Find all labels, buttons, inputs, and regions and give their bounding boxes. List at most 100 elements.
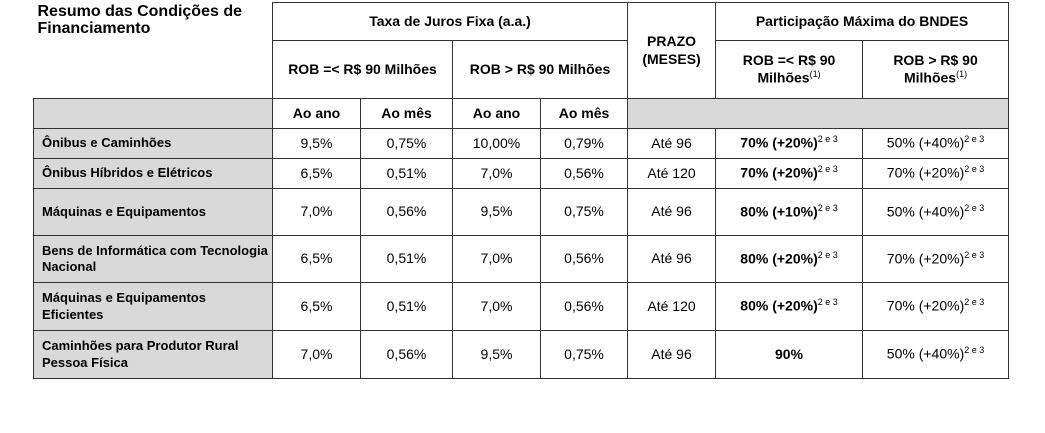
subheader-row: Ao ano Ao mês Ao ano Ao mês <box>33 98 1010 129</box>
group-header: ROB =< R$ 90 Milhões <box>272 40 453 99</box>
header-taxa: Taxa de Juros Fixa (a.a.) <box>271 2 629 41</box>
participation-value: 70% (+20%) <box>740 135 818 152</box>
participation-note: 2 e 3 <box>964 345 985 356</box>
row-label: Ônibus Híbridos e Elétricos <box>33 158 273 189</box>
group-header: ROB =< R$ 90 Milhões(1) <box>715 40 864 99</box>
prazo-cell: Até 96 <box>627 235 717 283</box>
subcol-header: Ao mês <box>360 98 453 129</box>
rate-cell: 7,0% <box>452 158 541 189</box>
rate-cell: 7,0% <box>452 235 541 283</box>
participation-cell: 50% (+40%)2 e 3 <box>862 188 1010 236</box>
participation-cell: 70% (+20%)2 e 3 <box>715 128 864 159</box>
table-body: Resumo das Condições de Financiamento Ta… <box>33 2 1010 379</box>
participation-cell: 70% (+20%)2 e 3 <box>862 282 1010 331</box>
rate-cell: 6,5% <box>272 235 361 283</box>
row-label: Bens de Informática com Tecnologia Nacio… <box>33 235 273 283</box>
subcol-header: Ao ano <box>452 98 541 129</box>
participation-note: 2 e 3 <box>817 134 838 145</box>
rate-cell: 0,75% <box>539 330 629 379</box>
rate-cell: 0,75% <box>360 128 453 159</box>
participation-value: 50% (+40%) <box>886 346 965 363</box>
rate-cell: 9,5% <box>272 128 361 159</box>
participation-cell: 70% (+20%)2 e 3 <box>862 235 1010 283</box>
data-row: Ônibus e Caminhões 9,5% 0,75% 10,00% 0,79% At… <box>33 128 1010 159</box>
group-label: ROB =< R$ 90 Milhões <box>742 51 836 86</box>
participation-note: 2 e 3 <box>964 297 985 308</box>
participation-note: 2 e 3 <box>964 202 985 213</box>
participation-value: 70% (+20%) <box>886 298 965 315</box>
group-header: ROB > R$ 90 Milhões(1) <box>862 40 1010 99</box>
rate-cell: 0,56% <box>360 188 453 236</box>
row-label: Máquinas e Equipamentos Eficientes <box>33 282 273 331</box>
rate-cell: 0,56% <box>360 330 453 379</box>
participation-value: 70% (+20%) <box>886 165 965 182</box>
participation-note: 2 e 3 <box>817 164 838 175</box>
participation-value: 90% <box>775 345 804 362</box>
prazo-cell: Até 96 <box>627 330 717 379</box>
data-row: Máquinas e Equipamentos Eficientes 6,5% 0,… <box>33 282 1010 331</box>
row-label: Máquinas e Equipamentos <box>33 188 273 236</box>
rate-cell: 0,51% <box>360 235 453 283</box>
participation-value: 80% (+20%) <box>740 298 818 315</box>
participation-value: 70% (+20%) <box>740 165 818 182</box>
data-row: Ônibus Híbridos e Elétricos 6,5% 0,51% 7,0%… <box>33 158 1010 189</box>
participation-value: 70% (+20%) <box>886 250 965 267</box>
participation-note: 2 e 3 <box>817 297 838 308</box>
rate-cell: 7,0% <box>272 188 361 236</box>
participation-note: 2 e 3 <box>964 164 985 175</box>
participation-note: 2 e 3 <box>964 134 985 145</box>
group-header: ROB > R$ 90 Milhões <box>451 40 629 99</box>
participation-note: 2 e 3 <box>817 249 838 260</box>
participation-cell: 50% (+40%)2 e 3 <box>862 330 1010 379</box>
rate-cell: 0,56% <box>539 158 629 189</box>
financing-table: Resumo das Condições de Financiamento Ta… <box>33 2 1010 379</box>
data-row: Caminhões para Produtor Rural Pessoa Fís… <box>33 330 1010 379</box>
participation-cell: 90% <box>715 330 864 379</box>
rate-cell: 6,5% <box>272 282 361 331</box>
group-note: (1) <box>809 69 821 80</box>
rate-cell: 0,51% <box>360 282 453 331</box>
group-note: (1) <box>956 69 968 80</box>
subcol-header: Ao mês <box>539 98 629 129</box>
participation-cell: 70% (+20%)2 e 3 <box>862 158 1010 189</box>
blank-cell <box>627 98 1010 129</box>
prazo-cell: Até 120 <box>627 282 717 331</box>
header-participacao: Participação Máxima do BNDES <box>715 2 1010 41</box>
data-row: Máquinas e Equipamentos 7,0% 0,56% 9,5% 0,75… <box>33 188 1010 236</box>
group-row: ROB =< R$ 90 Milhões ROB > R$ 90 Milhões R… <box>34 40 1010 99</box>
rate-cell: 0,56% <box>539 282 629 331</box>
prazo-cell: Até 120 <box>627 158 717 189</box>
rate-cell: 10,00% <box>452 128 541 159</box>
rate-cell: 9,5% <box>452 188 541 236</box>
rate-cell: 0,79% <box>539 128 629 159</box>
participation-value: 50% (+40%) <box>886 135 965 152</box>
participation-note: 2 e 3 <box>817 202 838 213</box>
participation-cell: 80% (+10%)2 e 3 <box>715 188 864 236</box>
participation-value: 80% (+20%) <box>740 250 818 267</box>
rate-cell: 0,51% <box>360 158 453 189</box>
header-prazo: PRAZO (MESES) <box>627 2 717 99</box>
rate-cell: 9,5% <box>452 330 541 379</box>
table-title: Resumo das Condições de Financiamento <box>33 2 273 99</box>
participation-value: 50% (+40%) <box>886 203 965 220</box>
row-label: Caminhões para Produtor Rural Pessoa Fís… <box>33 330 273 379</box>
rate-cell: 0,75% <box>539 188 629 236</box>
prazo-cell: Até 96 <box>627 188 717 236</box>
data-row: Bens de Informática com Tecnologia Nacio… <box>33 235 1010 283</box>
rate-cell: 7,0% <box>452 282 541 331</box>
participation-cell: 80% (+20%)2 e 3 <box>715 282 864 331</box>
group-label: ROB > R$ 90 Milhões <box>893 51 978 86</box>
group-label: ROB =< R$ 90 Milhões <box>288 60 437 77</box>
rate-cell: 0,56% <box>539 235 629 283</box>
participation-cell: 50% (+40%)2 e 3 <box>862 128 1010 159</box>
group-label: ROB > R$ 90 Milhões <box>469 60 611 77</box>
participation-note: 2 e 3 <box>964 249 985 260</box>
rate-cell: 7,0% <box>272 330 361 379</box>
rate-cell: 6,5% <box>272 158 361 189</box>
participation-cell: 70% (+20%)2 e 3 <box>715 158 864 189</box>
row-label: Ônibus e Caminhões <box>33 128 273 159</box>
blank-cell <box>33 98 273 129</box>
participation-value: 80% (+10%) <box>740 203 818 220</box>
prazo-cell: Até 96 <box>627 128 717 159</box>
